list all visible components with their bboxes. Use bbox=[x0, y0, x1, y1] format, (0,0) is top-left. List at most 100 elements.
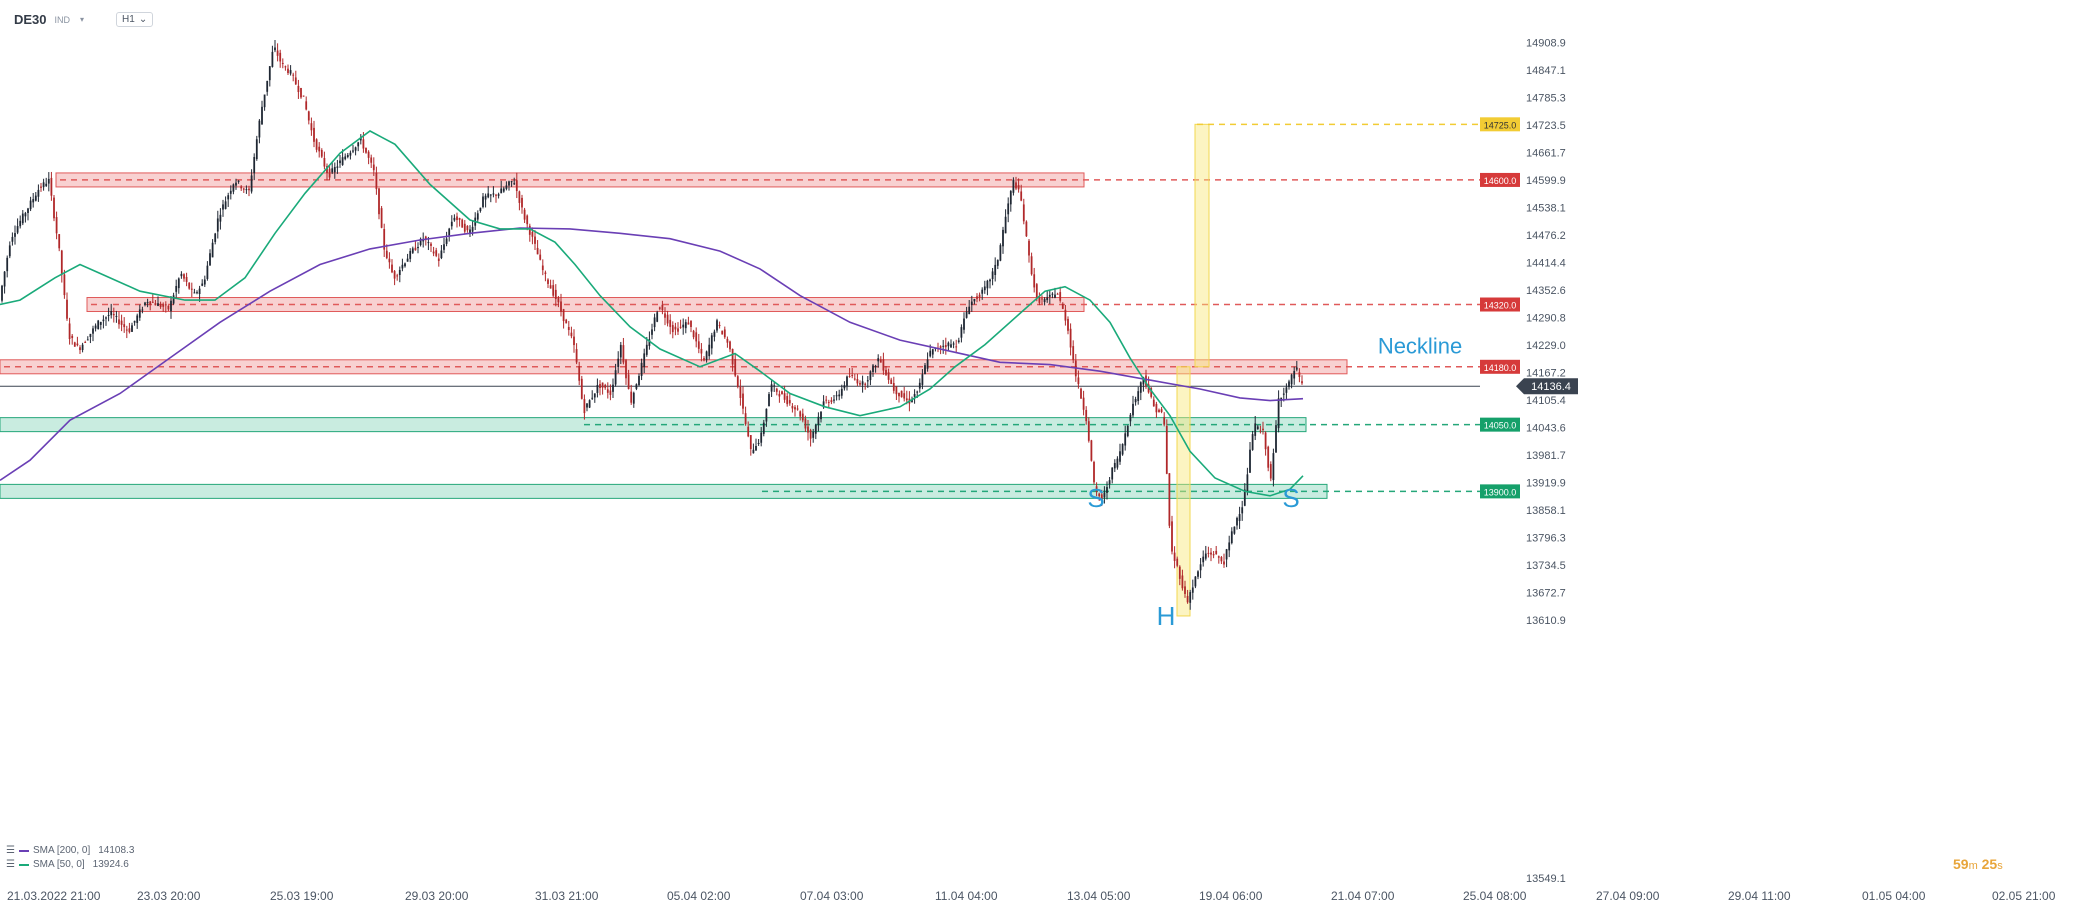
y-tick-label: 14290.8 bbox=[1526, 313, 1566, 325]
candle-body bbox=[1093, 461, 1095, 483]
candle-body bbox=[284, 66, 287, 68]
candle-body bbox=[1189, 592, 1192, 603]
x-tick-label: 31.03 21:00 bbox=[535, 889, 599, 903]
candle-body bbox=[892, 383, 895, 391]
candle-body bbox=[913, 394, 916, 397]
candle-body bbox=[765, 408, 768, 422]
x-tick-label: 13.04 05:00 bbox=[1067, 889, 1131, 903]
candle-body bbox=[68, 323, 71, 340]
candle-body bbox=[833, 399, 835, 401]
candle-body bbox=[619, 344, 622, 358]
candle-body bbox=[141, 309, 144, 311]
current-price-tag-bg bbox=[1516, 378, 1578, 395]
candle-body bbox=[580, 378, 583, 399]
candle-body bbox=[315, 139, 318, 150]
candle-body bbox=[302, 95, 305, 97]
y-tick-label: 14599.9 bbox=[1526, 175, 1566, 187]
candle-body bbox=[804, 418, 807, 429]
y-tick-label: 13858.1 bbox=[1526, 505, 1566, 517]
candle-body bbox=[853, 378, 856, 380]
candle-body bbox=[219, 214, 222, 222]
candle-body bbox=[34, 195, 37, 201]
candle-body bbox=[274, 47, 276, 51]
candle-body bbox=[1178, 566, 1181, 579]
candle-body bbox=[401, 264, 404, 269]
candle-body bbox=[1035, 284, 1038, 298]
candle-body bbox=[206, 265, 209, 279]
candle-body bbox=[378, 188, 380, 215]
candle-body bbox=[861, 381, 864, 385]
target-price-tag: 14725.0 bbox=[1484, 120, 1517, 130]
candle-body bbox=[544, 272, 547, 274]
candle-body bbox=[812, 431, 815, 438]
sma50-value: 13924.6 bbox=[92, 859, 129, 870]
candle-body bbox=[1056, 293, 1059, 295]
candle-body bbox=[1087, 421, 1090, 441]
candle-body bbox=[1124, 433, 1127, 446]
candle-body bbox=[352, 150, 354, 152]
candle-body bbox=[1080, 388, 1082, 399]
symbol-chevron-down-icon[interactable]: ▾ bbox=[80, 15, 85, 24]
candle-body bbox=[1134, 398, 1137, 403]
candle-body bbox=[1256, 426, 1259, 430]
candle-body bbox=[133, 320, 136, 323]
candle-body bbox=[1059, 292, 1062, 301]
candle-body bbox=[1098, 493, 1101, 497]
y-tick-label: 13610.9 bbox=[1526, 615, 1566, 627]
candle-body bbox=[1288, 381, 1290, 388]
candle-body bbox=[565, 319, 568, 324]
resistance-price-tag-0-bg bbox=[1480, 172, 1520, 187]
candle-body bbox=[703, 358, 705, 361]
candle-body bbox=[1064, 309, 1067, 321]
candle-body bbox=[224, 201, 227, 209]
candle-body bbox=[1275, 425, 1277, 453]
candle-body bbox=[469, 229, 471, 234]
legend-sma50[interactable]: ☰ SMA [50, 0] 13924.6 bbox=[6, 858, 134, 872]
candle-body bbox=[461, 219, 464, 228]
legend-sma200[interactable]: ☰ SMA [200, 0] 14108.3 bbox=[6, 844, 134, 858]
candle-body bbox=[281, 62, 284, 64]
candle-body bbox=[929, 350, 932, 357]
candle-body bbox=[562, 309, 565, 322]
candle-body bbox=[705, 351, 708, 361]
candle-body bbox=[250, 175, 253, 192]
candle-body bbox=[1176, 558, 1179, 566]
candle-body bbox=[1186, 595, 1189, 603]
countdown-seconds: 25 bbox=[1981, 856, 1998, 872]
sma50-eye-icon[interactable]: ☰ bbox=[6, 859, 15, 870]
candle-body bbox=[1217, 556, 1220, 558]
timeframe-chevron-down-icon: ⌄ bbox=[138, 14, 148, 25]
support-price-tag-0-bg bbox=[1480, 417, 1520, 432]
candle-body bbox=[952, 343, 955, 345]
candle-body bbox=[986, 280, 989, 289]
candle-body bbox=[1103, 492, 1106, 498]
candle-body bbox=[708, 344, 711, 357]
candle-body bbox=[898, 392, 900, 397]
symbol-label[interactable]: DE30 bbox=[14, 12, 47, 27]
timeframe-label: H1 bbox=[122, 14, 135, 25]
candle-body bbox=[159, 304, 162, 308]
candle-body bbox=[978, 294, 981, 298]
candle-body bbox=[931, 349, 934, 355]
candle-body bbox=[1041, 298, 1043, 300]
candle-body bbox=[981, 289, 984, 294]
candle-body bbox=[879, 359, 882, 363]
candle-body bbox=[700, 348, 703, 354]
candle-body bbox=[994, 264, 997, 275]
pattern-label-0: S bbox=[1087, 483, 1104, 513]
candle-body bbox=[627, 374, 630, 389]
candle-body bbox=[318, 146, 321, 152]
candle-body bbox=[1191, 587, 1194, 593]
candle-body bbox=[216, 218, 219, 232]
x-tick-label: 27.04 09:00 bbox=[1596, 889, 1660, 903]
candle-body bbox=[643, 353, 646, 367]
timeframe-select[interactable]: H1 ⌄ bbox=[116, 12, 154, 27]
candle-body bbox=[1100, 494, 1103, 500]
candle-body bbox=[445, 238, 448, 244]
candle-body bbox=[911, 399, 913, 403]
candle-body bbox=[271, 51, 274, 67]
candle-body bbox=[575, 349, 578, 363]
sma200-eye-icon[interactable]: ☰ bbox=[6, 845, 15, 856]
candle-body bbox=[1061, 303, 1064, 309]
